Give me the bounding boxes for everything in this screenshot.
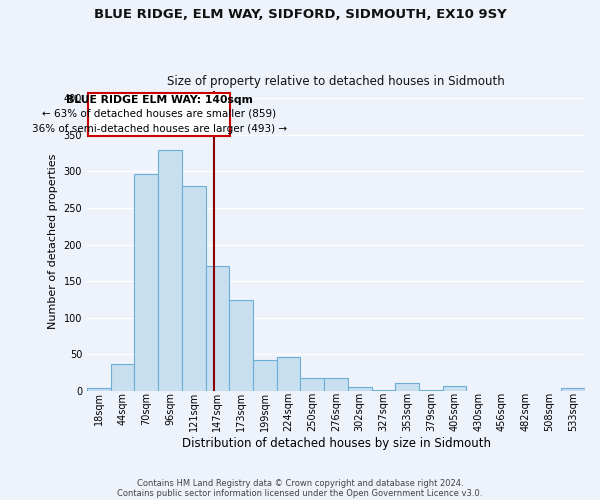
Bar [253, 360, 277, 390]
Y-axis label: Number of detached properties: Number of detached properties [48, 153, 58, 328]
Text: Contains HM Land Registry data © Crown copyright and database right 2024.: Contains HM Land Registry data © Crown c… [137, 478, 463, 488]
Bar [277, 357, 301, 390]
Bar [134, 174, 158, 390]
Bar [229, 300, 253, 390]
Title: Size of property relative to detached houses in Sidmouth: Size of property relative to detached ho… [167, 76, 505, 88]
Bar [158, 150, 182, 390]
Bar [182, 186, 206, 390]
Bar [443, 386, 466, 390]
Text: BLUE RIDGE, ELM WAY, SIDFORD, SIDMOUTH, EX10 9SY: BLUE RIDGE, ELM WAY, SIDFORD, SIDMOUTH, … [94, 8, 506, 20]
Bar [301, 378, 324, 390]
Text: ← 63% of detached houses are smaller (859): ← 63% of detached houses are smaller (85… [42, 108, 277, 118]
Text: Contains public sector information licensed under the Open Government Licence v3: Contains public sector information licen… [118, 488, 482, 498]
Text: 36% of semi-detached houses are larger (493) →: 36% of semi-detached houses are larger (… [32, 124, 287, 134]
FancyBboxPatch shape [88, 92, 230, 136]
Bar [324, 378, 348, 390]
Bar [111, 364, 134, 390]
Bar [87, 388, 111, 390]
Bar [206, 266, 229, 390]
Bar [395, 384, 419, 390]
X-axis label: Distribution of detached houses by size in Sidmouth: Distribution of detached houses by size … [182, 437, 491, 450]
Bar [561, 388, 585, 390]
Text: BLUE RIDGE ELM WAY: 140sqm: BLUE RIDGE ELM WAY: 140sqm [66, 96, 253, 106]
Bar [348, 387, 371, 390]
